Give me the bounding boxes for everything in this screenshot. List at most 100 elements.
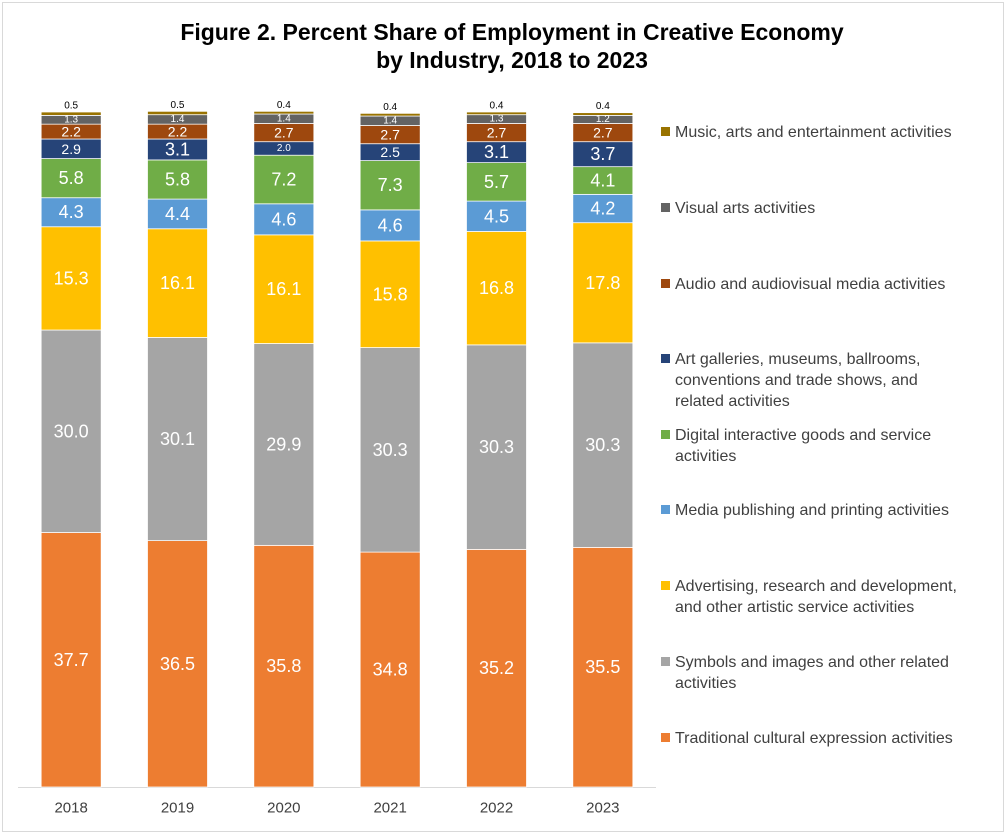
data-label: 1.4 <box>383 115 397 126</box>
legend-item-advertising: Advertising, research and development, a… <box>661 576 1005 618</box>
data-label: 2.0 <box>277 143 291 154</box>
bar-segment <box>572 547 634 788</box>
data-label: 16.1 <box>266 279 301 299</box>
legend-swatch-audio-visual <box>661 279 670 288</box>
data-label: 0.4 <box>277 100 291 111</box>
bar-segment <box>40 226 102 331</box>
data-label: 35.8 <box>266 656 301 676</box>
legend-swatch-visual-arts <box>661 203 670 212</box>
legend-swatch-music-arts <box>661 127 670 136</box>
data-label: 4.1 <box>590 171 615 191</box>
legend-item-media-publishing: Media publishing and printing activities <box>661 500 1005 521</box>
data-label: 4.3 <box>59 202 84 222</box>
x-tick-label: 2019 <box>161 800 194 817</box>
data-label: 0.5 <box>64 101 78 112</box>
bar-segment <box>253 110 315 115</box>
chart-title-line-1: Figure 2. Percent Share of Employment in… <box>180 19 844 45</box>
data-label: 5.8 <box>59 168 84 188</box>
data-label: 1.3 <box>490 114 504 125</box>
bar-segment <box>40 111 102 116</box>
bar-segment <box>466 344 527 550</box>
bar-segment <box>147 198 208 230</box>
legend-label-audio-visual: Audio and audiovisual media activities <box>675 276 946 293</box>
data-label: 2.7 <box>593 125 613 141</box>
data-label: 17.8 <box>585 273 620 293</box>
chart-title-line-2: by Industry, 2018 to 2023 <box>376 47 648 73</box>
bar-segment <box>147 228 208 338</box>
data-label: 4.5 <box>484 206 509 226</box>
bar-segment <box>253 234 315 344</box>
legend-item-music-arts: Music, arts and entertainment activities <box>661 122 1005 143</box>
x-tick-label: 2018 <box>54 800 87 817</box>
bar-segment <box>359 112 421 117</box>
data-label: 16.1 <box>160 273 195 293</box>
data-label: 15.3 <box>54 268 89 288</box>
data-label: 30.3 <box>479 437 514 457</box>
legend-label-digital-interactive: Digital interactive goods and service ac… <box>675 427 932 465</box>
bar-segment <box>572 141 634 168</box>
bar-segment <box>359 160 421 211</box>
data-label: 1.2 <box>596 114 610 125</box>
bar-segment <box>40 532 102 788</box>
bar-segment <box>253 544 315 788</box>
data-label: 29.9 <box>266 434 301 454</box>
data-label: 7.2 <box>271 170 296 190</box>
data-label: 35.5 <box>585 657 620 677</box>
legend-item-traditional-cultural: Traditional cultural expression activiti… <box>661 728 1005 749</box>
data-label: 1.4 <box>277 113 291 124</box>
data-label: 15.8 <box>373 284 408 304</box>
legend-label-music-arts: Music, arts and entertainment activities <box>675 124 952 141</box>
data-label: 4.2 <box>590 199 615 219</box>
legend-swatch-advertising <box>661 581 670 590</box>
bar-segment <box>572 112 634 116</box>
bar-segment <box>40 158 102 199</box>
bar-segment <box>359 551 421 788</box>
data-label: 7.3 <box>378 175 403 195</box>
bar-segment <box>466 162 527 202</box>
data-label: 35.2 <box>479 658 514 678</box>
legend-item-art-galleries: Art galleries, museums, ballrooms, conve… <box>661 349 1005 412</box>
data-label: 0.4 <box>596 101 610 112</box>
bar-segment <box>572 342 634 548</box>
data-label: 2.9 <box>61 141 81 157</box>
legend-item-visual-arts: Visual arts activities <box>661 198 1005 219</box>
bar-segment <box>359 347 421 553</box>
data-label: 0.4 <box>383 102 397 113</box>
bar-segment <box>572 222 634 344</box>
data-label: 3.1 <box>165 139 190 159</box>
data-label: 2.7 <box>487 125 507 141</box>
legend-label-advertising: Advertising, research and development, a… <box>675 578 957 616</box>
bar-segment <box>253 343 315 546</box>
bar-segment <box>359 240 421 348</box>
legend-swatch-traditional-cultural <box>661 733 670 742</box>
data-label: 4.6 <box>271 209 296 229</box>
chart-legend: Music, arts and entertainment activities… <box>661 0 1008 836</box>
bar-segment <box>466 200 527 232</box>
legend-item-digital-interactive: Digital interactive goods and service ac… <box>661 425 1005 467</box>
legend-label-visual-arts: Visual arts activities <box>675 200 816 217</box>
legend-swatch-digital-interactive <box>661 430 670 439</box>
data-label: 37.7 <box>54 650 89 670</box>
data-label: 4.4 <box>165 204 190 224</box>
data-label: 34.8 <box>373 660 408 680</box>
data-label: 36.5 <box>160 654 195 674</box>
data-label: 3.7 <box>590 144 615 164</box>
legend-item-symbols-images: Symbols and images and other related act… <box>661 652 1005 694</box>
x-tick-label: 2022 <box>480 800 513 817</box>
data-label: 2.2 <box>61 124 81 140</box>
data-label: 16.8 <box>479 278 514 298</box>
data-label: 5.7 <box>484 172 509 192</box>
data-label: 5.8 <box>165 170 190 190</box>
legend-swatch-symbols-images <box>661 657 670 666</box>
data-label: 0.5 <box>171 100 185 111</box>
data-label: 0.4 <box>490 101 504 112</box>
x-tick-label: 2020 <box>267 800 300 817</box>
legend-label-symbols-images: Symbols and images and other related act… <box>675 654 949 692</box>
bar-segment <box>147 110 208 116</box>
data-label: 3.1 <box>484 142 509 162</box>
legend-item-audio-visual: Audio and audiovisual media activities <box>661 274 1005 295</box>
bar-segment <box>40 329 102 533</box>
x-tick-label: 2023 <box>586 800 619 817</box>
data-label: 30.0 <box>54 421 89 441</box>
